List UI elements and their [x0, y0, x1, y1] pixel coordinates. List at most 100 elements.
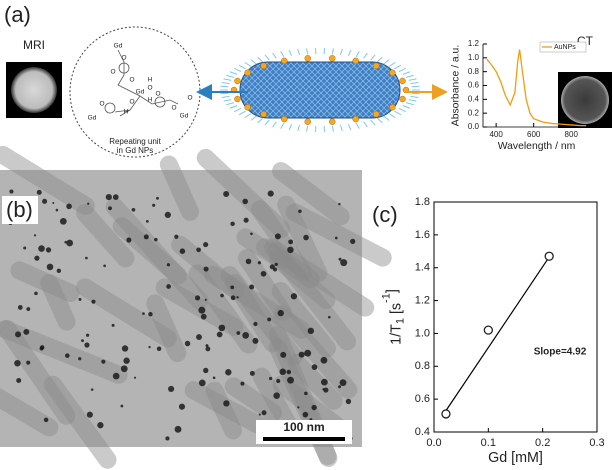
tem-dot — [91, 299, 96, 304]
tem-dot — [78, 297, 82, 301]
ligand — [398, 68, 407, 72]
tem-dot — [85, 256, 88, 260]
tem-dot — [156, 346, 162, 352]
tem-features — [0, 145, 392, 469]
tem-dot — [36, 189, 42, 195]
legend-box — [539, 41, 587, 53]
tem-rod — [224, 377, 283, 422]
tem-dot — [166, 263, 171, 267]
ligand — [339, 124, 343, 132]
ligand — [257, 117, 263, 124]
y-tick-label: 0.6 — [468, 81, 480, 90]
annotation: Slope=4.92 — [534, 347, 587, 358]
tem-dot — [340, 259, 348, 267]
tem-rod — [272, 162, 350, 226]
ligand — [405, 74, 414, 78]
tem-dot — [43, 417, 49, 423]
y-tick-label: 1.8 — [415, 196, 430, 208]
tem-dot — [311, 404, 317, 411]
tem-rod — [0, 383, 59, 437]
tem-dot — [33, 234, 37, 237]
ligand — [363, 52, 368, 59]
tem-dot — [86, 411, 93, 418]
ligand — [394, 110, 402, 116]
atom-label: O — [121, 55, 126, 62]
tem-dot — [339, 379, 347, 387]
tem-rod — [196, 148, 290, 239]
atom-label: O — [171, 105, 176, 112]
gold-particle — [244, 69, 251, 76]
tem-rod — [0, 319, 76, 425]
tem-dot — [45, 247, 52, 253]
y-axis-label: 1/T1 [s-1] — [381, 289, 407, 345]
ligand — [363, 121, 368, 128]
tem-dot — [78, 357, 82, 361]
tem-dot — [156, 196, 159, 200]
ligand — [339, 48, 343, 56]
tem-dot — [17, 305, 23, 310]
tem-dot — [205, 344, 209, 348]
tem-dot — [298, 351, 305, 358]
y-tick-label: 1.0 — [468, 53, 480, 62]
ligand — [347, 49, 352, 56]
gold-particle — [234, 95, 241, 103]
mri-phantom — [11, 67, 57, 113]
tem-rod — [0, 145, 95, 215]
tem-dot — [97, 422, 104, 429]
tem-dot — [297, 406, 300, 409]
ligand — [238, 110, 246, 116]
tem-dot — [267, 190, 274, 197]
tem-dot — [230, 295, 236, 301]
gold-particle — [244, 104, 251, 111]
ligand — [233, 68, 242, 72]
ligand — [257, 56, 263, 63]
atom-label: O — [99, 101, 104, 108]
ligand — [226, 74, 235, 78]
gold-particle — [281, 115, 288, 123]
tem-rod — [252, 367, 296, 432]
tem-dot — [164, 211, 171, 218]
tem-rod — [75, 204, 135, 268]
ligand — [405, 102, 414, 106]
y-axis-label-part: 1/T — [388, 324, 404, 345]
tem-dot — [56, 268, 62, 273]
tem-dot — [148, 345, 151, 349]
ligand — [408, 99, 417, 102]
tem-dot — [42, 198, 48, 204]
tem-rod — [43, 375, 117, 469]
tem-dot — [133, 376, 137, 379]
y-axis-label-part: 1 — [395, 318, 407, 324]
tem-dot — [87, 202, 90, 205]
tem-dot — [252, 337, 259, 344]
ligand — [244, 61, 251, 67]
ligand — [250, 115, 257, 121]
tem-dot — [288, 239, 294, 245]
tem-dot — [216, 331, 223, 338]
tem-dot — [230, 285, 235, 290]
tem-rod — [267, 241, 375, 317]
data-line — [486, 49, 587, 127]
gold-particle — [352, 57, 359, 65]
tem-rod — [225, 273, 282, 353]
tem-dot — [23, 328, 30, 335]
tem-rod — [205, 381, 243, 440]
tem-dot — [277, 309, 284, 317]
x-tick-label: 800 — [565, 130, 579, 139]
ligand — [221, 82, 230, 85]
tem-dot — [223, 400, 230, 407]
tem-dot — [179, 248, 186, 254]
tem-dot — [38, 245, 45, 252]
ligand — [288, 124, 293, 131]
y-axis-label-part: [s — [388, 303, 404, 318]
tem-rod — [112, 217, 187, 285]
tem-dot — [320, 356, 328, 364]
tem-dot — [323, 387, 329, 393]
tem-dot — [59, 217, 67, 225]
tem-rod — [220, 266, 303, 366]
y-axis-label-part: ] — [384, 289, 400, 293]
gold-particle — [304, 55, 312, 62]
tem-dot — [276, 378, 281, 384]
atom-label: Gd — [136, 89, 145, 96]
tem-dot — [105, 193, 112, 201]
tem-dot — [253, 321, 258, 327]
